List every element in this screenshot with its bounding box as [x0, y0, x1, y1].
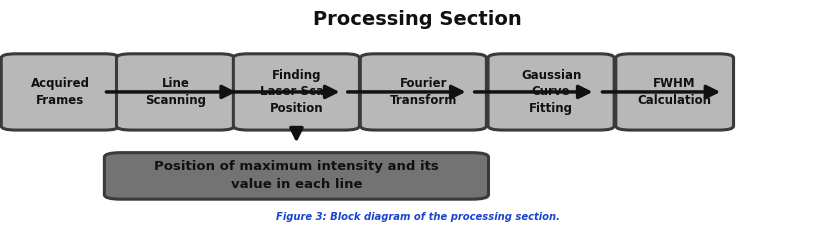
Text: Figure 3: Block diagram of the processing section.: Figure 3: Block diagram of the processin… — [276, 212, 559, 222]
Text: Finding
Laser Scan
Position: Finding Laser Scan Position — [261, 69, 332, 115]
Text: FWHM
Calculation: FWHM Calculation — [638, 77, 711, 107]
FancyBboxPatch shape — [233, 54, 359, 130]
Text: Fourier
Transform: Fourier Transform — [390, 77, 457, 107]
FancyBboxPatch shape — [488, 54, 615, 130]
Text: Acquired
Frames: Acquired Frames — [31, 77, 89, 107]
FancyBboxPatch shape — [104, 153, 488, 199]
Text: Line
Scanning: Line Scanning — [144, 77, 206, 107]
Text: Processing Section: Processing Section — [313, 10, 522, 29]
FancyBboxPatch shape — [616, 54, 734, 130]
FancyBboxPatch shape — [1, 54, 119, 130]
FancyBboxPatch shape — [361, 54, 486, 130]
Text: Gaussian
Curve
Fitting: Gaussian Curve Fitting — [521, 69, 581, 115]
Text: Position of maximum intensity and its
value in each line: Position of maximum intensity and its va… — [154, 160, 439, 191]
FancyBboxPatch shape — [117, 54, 234, 130]
